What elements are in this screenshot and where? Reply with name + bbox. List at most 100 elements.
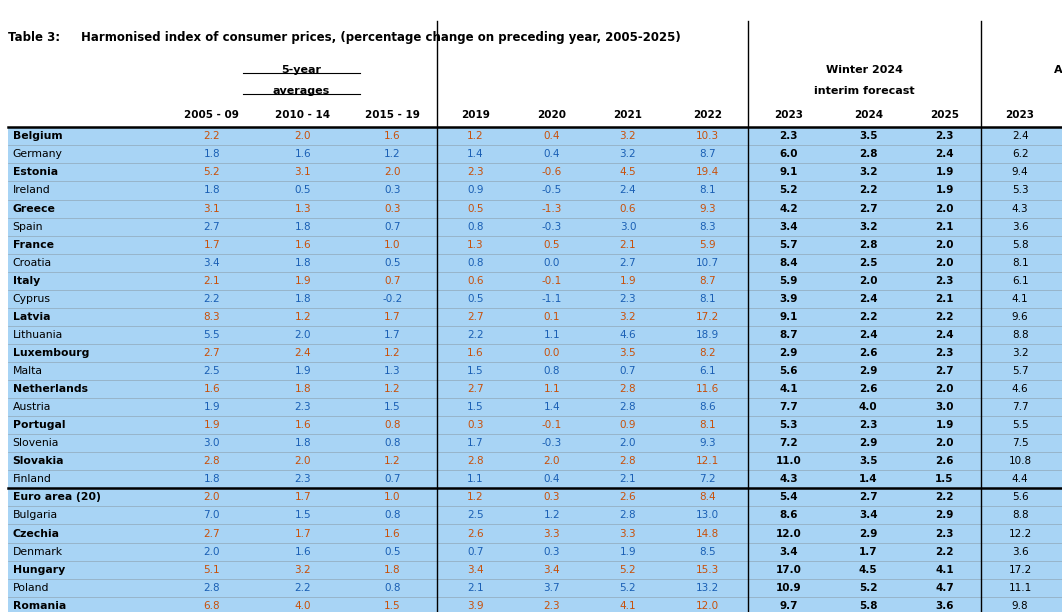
Text: 1.7: 1.7 [294, 529, 311, 539]
Text: 4.4: 4.4 [1012, 474, 1028, 484]
Text: 2.0: 2.0 [204, 547, 220, 556]
Text: 19.4: 19.4 [696, 168, 719, 177]
Text: 1.9: 1.9 [936, 420, 954, 430]
Text: 3.9: 3.9 [780, 294, 798, 304]
Text: 1.8: 1.8 [204, 185, 220, 195]
Text: 8.4: 8.4 [699, 493, 716, 502]
Text: 0.3: 0.3 [467, 420, 483, 430]
Text: 4.6: 4.6 [619, 330, 636, 340]
Text: 2.7: 2.7 [467, 312, 484, 322]
Text: Ireland: Ireland [13, 185, 51, 195]
Text: 2.1: 2.1 [204, 276, 220, 286]
Text: 1.2: 1.2 [467, 132, 484, 141]
Text: 2.7: 2.7 [204, 529, 220, 539]
Text: Portugal: Portugal [13, 420, 65, 430]
Text: 2.0: 2.0 [384, 168, 400, 177]
Text: 1.8: 1.8 [204, 474, 220, 484]
Text: 2.6: 2.6 [467, 529, 484, 539]
Text: 1.7: 1.7 [204, 240, 220, 250]
Text: 0.9: 0.9 [467, 185, 483, 195]
Text: 7.2: 7.2 [780, 438, 798, 448]
Text: 0.1: 0.1 [544, 312, 560, 322]
Text: 3.5: 3.5 [859, 457, 877, 466]
Text: 1.2: 1.2 [467, 493, 484, 502]
Text: 1.0: 1.0 [384, 240, 400, 250]
Text: Czechia: Czechia [13, 529, 59, 539]
Text: 8.1: 8.1 [699, 294, 716, 304]
Text: 1.2: 1.2 [294, 312, 311, 322]
Text: Finland: Finland [13, 474, 52, 484]
Text: 1.7: 1.7 [384, 330, 400, 340]
Text: 13.0: 13.0 [696, 510, 719, 520]
Text: 1.2: 1.2 [384, 149, 400, 159]
Text: 2.2: 2.2 [936, 312, 954, 322]
Text: interim forecast: interim forecast [815, 86, 914, 95]
Text: 5.5: 5.5 [1012, 420, 1028, 430]
Text: 8.1: 8.1 [699, 420, 716, 430]
Text: 1.8: 1.8 [294, 258, 311, 267]
Text: 1.9: 1.9 [204, 420, 220, 430]
Text: 8.3: 8.3 [699, 222, 716, 231]
Text: 0.8: 0.8 [544, 366, 560, 376]
Text: 2.0: 2.0 [936, 240, 954, 250]
Text: 2.7: 2.7 [467, 384, 484, 394]
Text: -1.1: -1.1 [542, 294, 562, 304]
Text: 2.0: 2.0 [544, 457, 560, 466]
Text: 2.9: 2.9 [780, 348, 798, 358]
Text: 4.1: 4.1 [780, 384, 798, 394]
Text: 2.6: 2.6 [936, 457, 954, 466]
Text: 1.3: 1.3 [294, 204, 311, 214]
Text: 2.1: 2.1 [619, 240, 636, 250]
Text: 1.5: 1.5 [936, 474, 954, 484]
Text: 6.2: 6.2 [1012, 149, 1028, 159]
Text: 3.3: 3.3 [619, 529, 636, 539]
Text: 0.7: 0.7 [384, 474, 400, 484]
Text: 5.3: 5.3 [1012, 185, 1028, 195]
Text: 1.5: 1.5 [384, 601, 400, 611]
Text: 3.5: 3.5 [619, 348, 636, 358]
Text: 2.3: 2.3 [619, 294, 636, 304]
Text: 8.7: 8.7 [699, 149, 716, 159]
Text: 0.5: 0.5 [544, 240, 560, 250]
Text: Germany: Germany [13, 149, 63, 159]
Text: 2.6: 2.6 [859, 384, 877, 394]
Text: 0.7: 0.7 [384, 222, 400, 231]
Text: 2.5: 2.5 [204, 366, 220, 376]
Text: 2.1: 2.1 [619, 474, 636, 484]
Text: 15.3: 15.3 [696, 565, 719, 575]
Text: Poland: Poland [13, 583, 49, 592]
Text: 2.9: 2.9 [859, 438, 877, 448]
Text: 1.6: 1.6 [384, 529, 400, 539]
Text: 7.2: 7.2 [699, 474, 716, 484]
Text: 3.4: 3.4 [467, 565, 484, 575]
Text: 5.2: 5.2 [780, 185, 798, 195]
Text: 2.3: 2.3 [544, 601, 560, 611]
Text: 1.6: 1.6 [294, 547, 311, 556]
Text: Euro area (20): Euro area (20) [13, 493, 101, 502]
Text: 8.4: 8.4 [780, 258, 798, 267]
Text: 9.7: 9.7 [780, 601, 798, 611]
Text: Belgium: Belgium [13, 132, 63, 141]
Text: 2.8: 2.8 [204, 457, 220, 466]
Text: Netherlands: Netherlands [13, 384, 88, 394]
Text: 0.0: 0.0 [544, 348, 560, 358]
Text: 2.8: 2.8 [859, 149, 877, 159]
Text: 2.1: 2.1 [936, 222, 954, 231]
Text: -0.2: -0.2 [382, 294, 402, 304]
Text: Croatia: Croatia [13, 258, 52, 267]
Text: -0.1: -0.1 [542, 420, 562, 430]
Text: 2.8: 2.8 [619, 510, 636, 520]
Text: 1.6: 1.6 [467, 348, 484, 358]
Text: 8.6: 8.6 [699, 402, 716, 412]
Text: 2.7: 2.7 [619, 258, 636, 267]
Text: 1.9: 1.9 [294, 276, 311, 286]
Text: 12.1: 12.1 [696, 457, 719, 466]
Text: 1.7: 1.7 [467, 438, 484, 448]
Text: 2.0: 2.0 [936, 384, 954, 394]
Text: 7.7: 7.7 [1012, 402, 1028, 412]
Text: 3.1: 3.1 [294, 168, 311, 177]
Text: averages: averages [273, 86, 330, 95]
Text: 2.3: 2.3 [936, 132, 954, 141]
Text: 8.5: 8.5 [699, 547, 716, 556]
Text: 8.7: 8.7 [699, 276, 716, 286]
